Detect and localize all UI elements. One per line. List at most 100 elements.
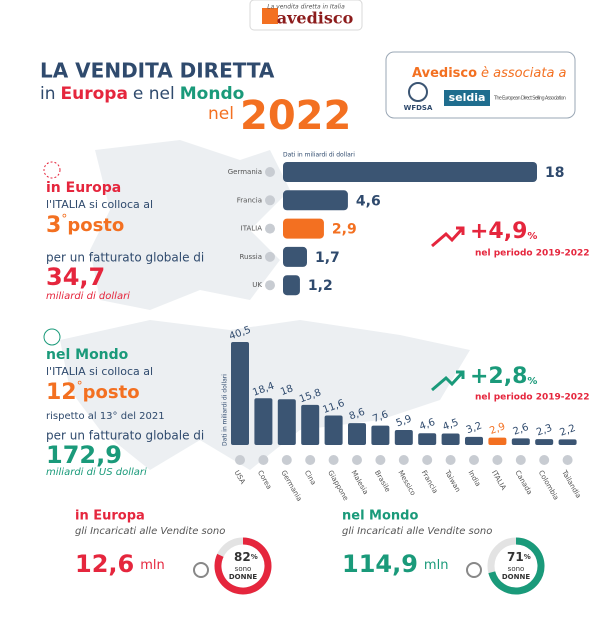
rank: 3°posto (46, 212, 124, 239)
bar (283, 190, 348, 211)
seldia-logo (444, 90, 490, 106)
text: 4,6 (356, 193, 381, 209)
text: Dati in miliardi di dollari (283, 152, 355, 159)
bar (277, 399, 296, 445)
text-part: Avedisco (412, 66, 477, 81)
flag (305, 455, 316, 465)
text: l'ITALIA si colloca al (46, 198, 153, 211)
text: La vendita diretta in Italia (267, 4, 345, 11)
text-part: % (251, 553, 258, 561)
value-label: 3,2 (465, 420, 484, 436)
value-label: 7,6 (371, 409, 390, 425)
text: Francia (237, 196, 262, 204)
text: sono (235, 565, 252, 573)
text: gli Incaricati alle Vendite sono (75, 526, 225, 537)
growth: +4,9% (470, 219, 537, 244)
bar (418, 433, 437, 445)
bar (283, 246, 307, 267)
bar (394, 429, 413, 445)
flag (398, 455, 409, 465)
flag (445, 455, 456, 465)
text: gli Incaricati alle Vendite sono (342, 526, 492, 537)
text-part: Mondo (180, 84, 245, 104)
bar (371, 425, 390, 445)
count: 12,6 mln (75, 550, 165, 578)
text: The European Direct Selling Association (493, 96, 566, 102)
flag (539, 455, 550, 465)
text: WFDSA (404, 104, 433, 112)
text-part: 3 (46, 213, 61, 238)
growth-arrow (431, 370, 465, 392)
flag (328, 455, 339, 465)
female-icon (466, 562, 482, 578)
text: 2022 (240, 93, 351, 139)
text-part: % (527, 231, 537, 242)
text: seldia (449, 91, 486, 104)
flag (281, 455, 292, 465)
text-part: posto (67, 215, 124, 236)
text: nel Mondo (342, 509, 418, 524)
text: nel periodo 2019-2022 (475, 249, 590, 259)
flag (265, 167, 275, 177)
bar (283, 275, 300, 296)
text-part: e nel (133, 84, 175, 104)
text-part: 82 (234, 550, 251, 564)
flag (515, 455, 526, 465)
text-part: Europa (61, 84, 128, 104)
flag (562, 455, 573, 465)
association-box (385, 51, 576, 119)
text: in Europa (46, 180, 121, 196)
female-icon (193, 562, 209, 578)
text: LA VENDITA DIRETTA (40, 59, 275, 83)
text-part: ° (61, 212, 67, 226)
bar (488, 437, 507, 445)
value-label: 4,6 (418, 417, 437, 433)
value-label: 2,9 (488, 421, 507, 437)
pct: 71% (507, 550, 531, 564)
flag (422, 455, 433, 465)
flag (352, 455, 362, 465)
value-label: 5,9 (395, 414, 414, 430)
text: 18 (545, 165, 564, 181)
flag (265, 223, 275, 234)
text: per un fatturato globale di (46, 251, 204, 265)
text: UK (252, 281, 262, 289)
flag (469, 455, 479, 465)
text-part: +2,8 (470, 364, 527, 389)
bar (301, 404, 320, 445)
world-map (60, 320, 470, 470)
text-part: in (40, 84, 56, 104)
rank: 12°posto (46, 379, 140, 406)
bar (535, 439, 554, 445)
bar (231, 342, 249, 445)
europe-map (90, 140, 290, 310)
donut-arc (488, 537, 545, 595)
text: nel periodo 2019-2022 (475, 393, 590, 403)
bar (254, 398, 273, 445)
subtitle: in Europa e nel Mondo (40, 84, 244, 104)
flag (492, 455, 503, 465)
donut-arc (214, 537, 272, 595)
europe-icon (43, 161, 61, 179)
logo-icon (262, 8, 278, 24)
bar (283, 162, 537, 182)
text: 34,7 (46, 263, 105, 291)
flag (258, 455, 269, 465)
text: 1,2 (308, 278, 333, 294)
text: miliardi di US dollari (46, 467, 147, 478)
text: nel (208, 104, 234, 124)
text: l'ITALIA si colloca al (46, 365, 153, 378)
growth-arrow (431, 226, 465, 248)
text-part: mln (424, 558, 449, 573)
flag (265, 251, 275, 262)
world-icon (43, 328, 61, 346)
text-part: mln (140, 558, 165, 573)
text: per un fatturato globale di (46, 429, 204, 443)
text-part: 114,9 (342, 550, 418, 578)
logo-box (249, 0, 363, 31)
flag (265, 280, 275, 291)
flag (375, 455, 386, 465)
value-label: 2,6 (512, 422, 531, 438)
axis-label: Dati in miliardi di dollari (222, 374, 229, 446)
wfdsa-logo (408, 82, 428, 102)
